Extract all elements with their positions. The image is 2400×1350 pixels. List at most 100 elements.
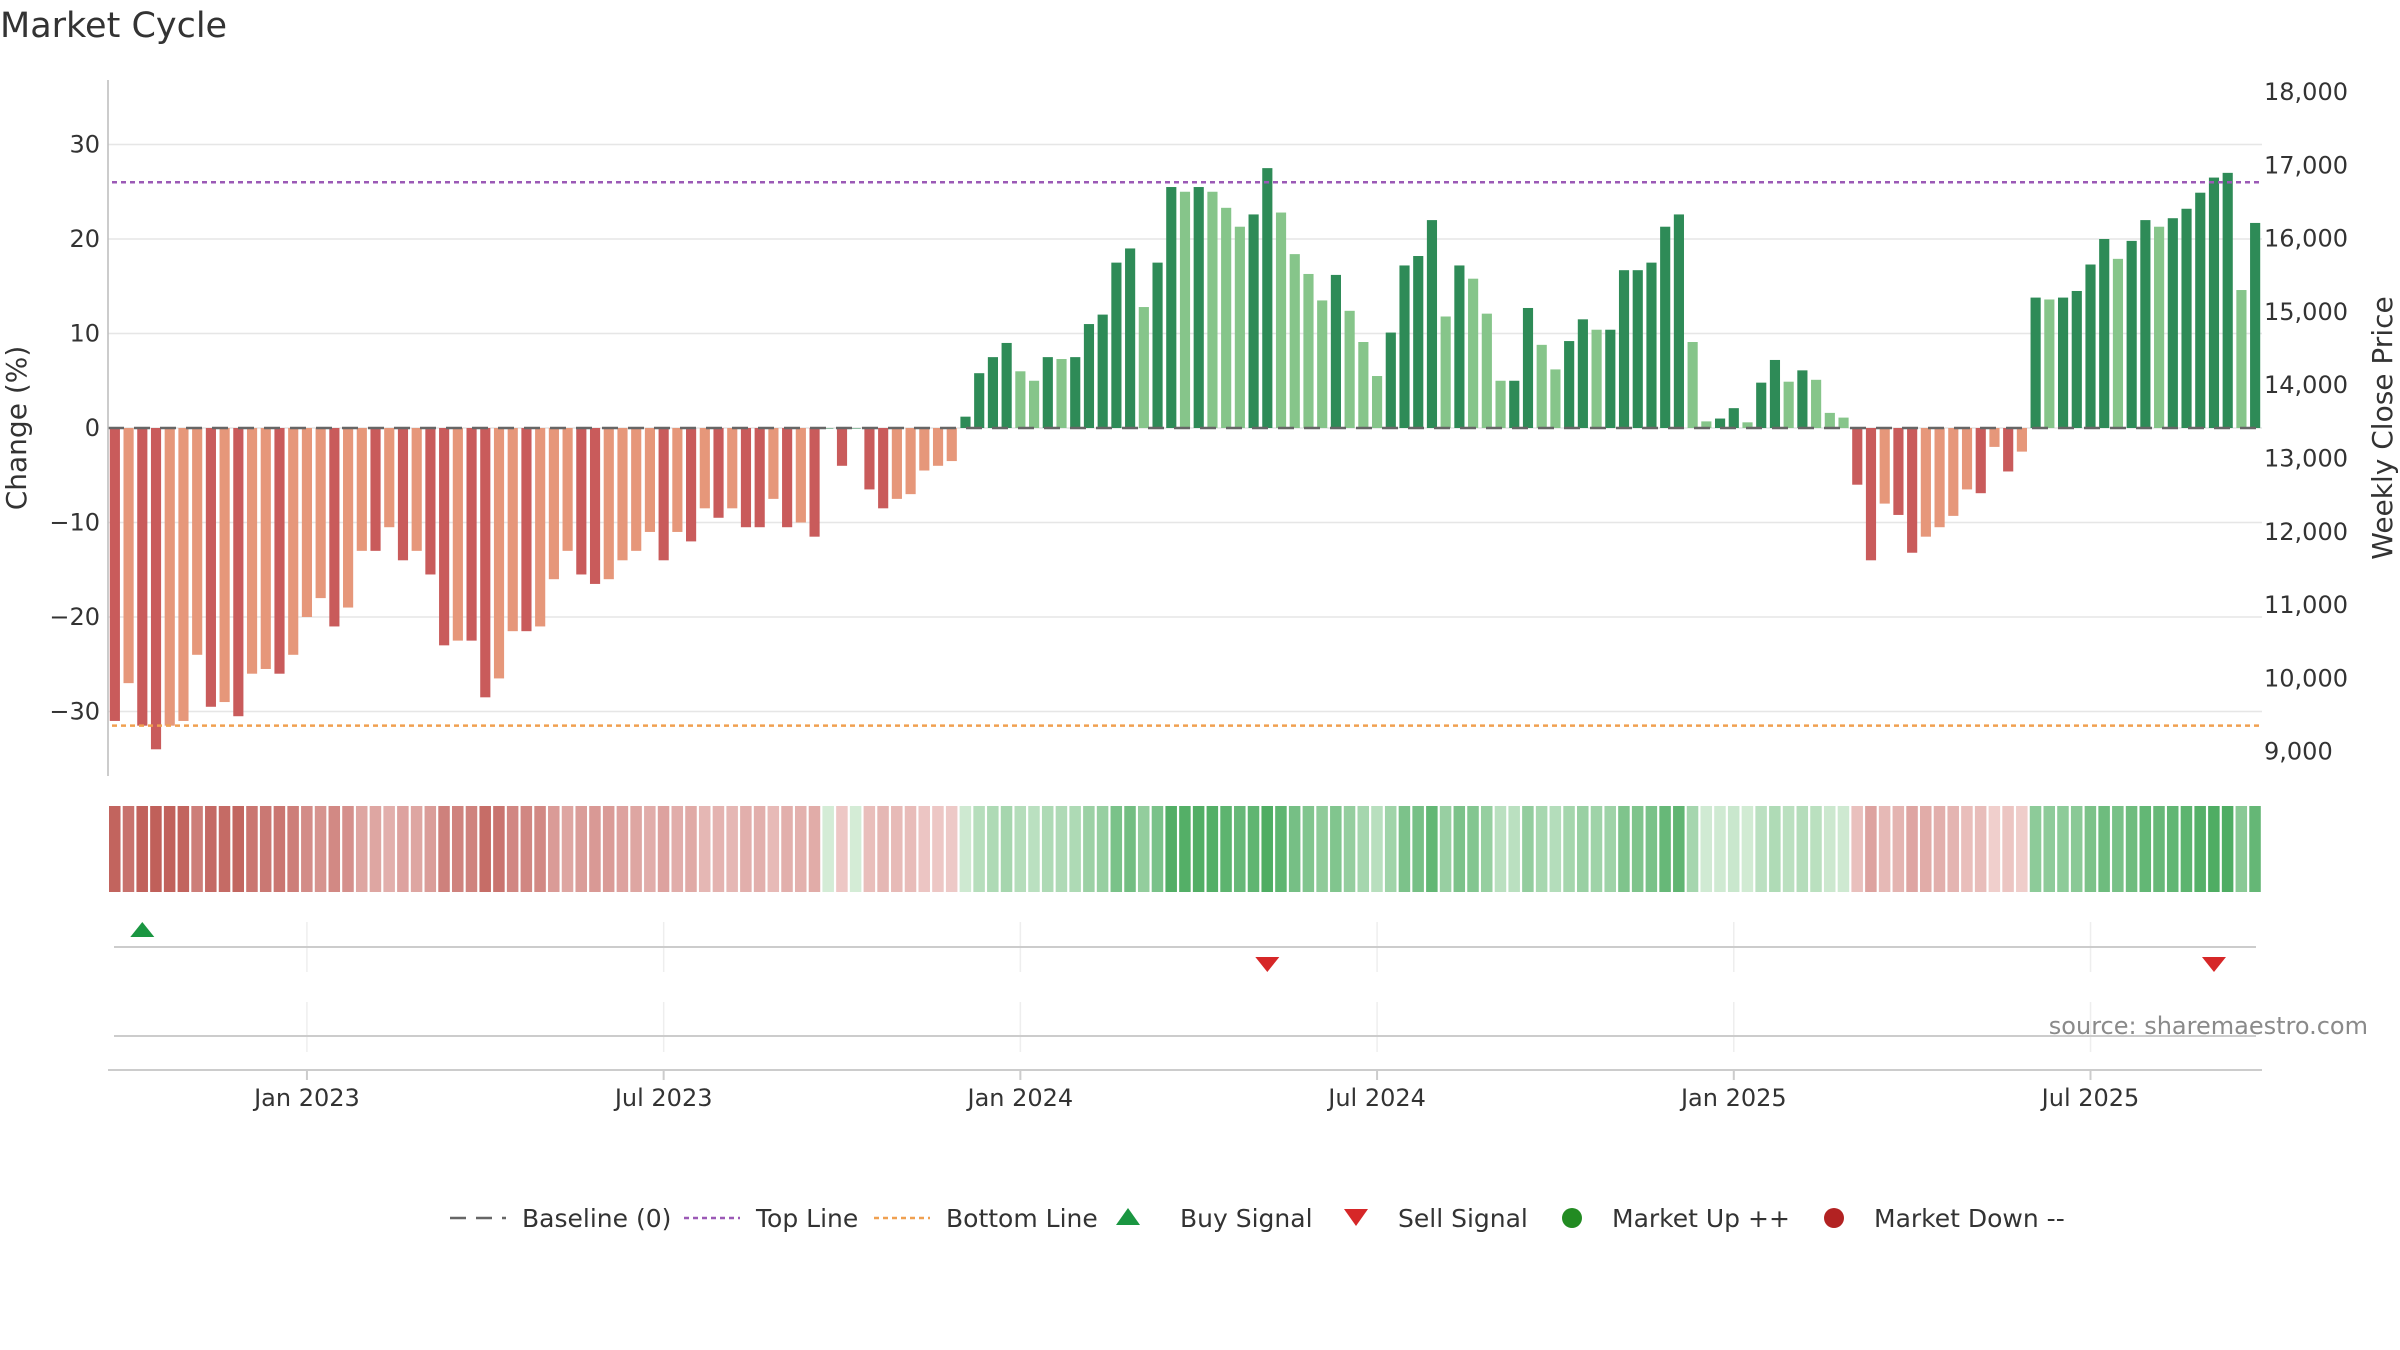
bar — [932, 428, 944, 466]
bar — [1879, 428, 1890, 504]
bar — [370, 428, 381, 551]
heat-cell — [520, 806, 533, 892]
bar — [1838, 417, 1849, 428]
legend-market-up-icon — [1562, 1208, 1582, 1228]
bar — [2044, 299, 2055, 428]
heat-cell — [246, 806, 258, 892]
bar — [425, 428, 436, 575]
y-right-tick-label: 11,000 — [2264, 591, 2348, 619]
heat-cell — [109, 806, 121, 892]
heat-cell — [2139, 806, 2152, 892]
bar — [1125, 248, 1136, 428]
bar — [123, 428, 134, 684]
heat-cell — [2016, 806, 2028, 892]
legend-label: Bottom Line — [946, 1204, 1098, 1233]
bar — [1152, 262, 1163, 428]
heat-cell — [1288, 806, 1301, 892]
heat-cell — [1865, 806, 1877, 892]
heat-cell — [712, 806, 725, 892]
bar — [672, 428, 683, 532]
heat-cell — [1577, 806, 1589, 892]
x-tick-label: Jan 2023 — [252, 1084, 360, 1112]
legend-label: Top Line — [755, 1204, 858, 1233]
heat-cell — [259, 806, 272, 892]
bar — [658, 428, 669, 561]
heat-cell — [1645, 806, 1658, 892]
bar — [1797, 370, 1808, 428]
heat-cell — [1124, 806, 1136, 892]
bar — [397, 428, 409, 561]
bar — [205, 428, 216, 707]
bar — [1920, 428, 1931, 537]
bar — [1454, 265, 1465, 428]
heat-cell — [1494, 806, 1507, 892]
bar — [137, 428, 148, 726]
heat-cell — [1371, 806, 1383, 892]
bar — [1426, 220, 1438, 428]
bar — [1701, 421, 1712, 428]
bar — [1509, 380, 1520, 428]
heat-cell — [1974, 806, 1987, 892]
bar — [1001, 342, 1012, 428]
bar — [1097, 314, 1108, 428]
heat-cell — [891, 806, 903, 892]
bar — [562, 428, 573, 551]
bar — [1042, 357, 1053, 428]
heat-cell — [191, 806, 203, 892]
bar — [274, 428, 285, 674]
bar — [1344, 310, 1355, 428]
heat-cell — [2153, 806, 2165, 892]
bar — [2195, 192, 2206, 428]
heat-cell — [1343, 806, 1356, 892]
bar — [864, 428, 875, 490]
y-right-tick-label: 12,000 — [2264, 518, 2348, 546]
bar — [1756, 382, 1767, 428]
heat-cell — [1096, 806, 1109, 892]
y-right-tick-label: 16,000 — [2264, 225, 2348, 253]
bar — [891, 428, 902, 499]
bar — [301, 428, 313, 617]
heat-cell — [410, 806, 423, 892]
bar — [589, 428, 601, 584]
cycle-heat-strip — [109, 806, 2261, 892]
bar — [1907, 428, 1918, 553]
bar — [1687, 342, 1698, 428]
heat-cell — [1480, 806, 1493, 892]
bar — [1605, 329, 1616, 428]
bar — [1207, 191, 1218, 428]
bar — [384, 428, 395, 528]
legend-label: Market Down -- — [1874, 1204, 2065, 1233]
bar — [2167, 218, 2178, 428]
bar — [343, 428, 354, 608]
bar — [1111, 262, 1122, 428]
bar — [2085, 264, 2096, 428]
x-tick-label: Jul 2025 — [2040, 1084, 2140, 1112]
heat-cell — [1906, 806, 1918, 892]
bar — [905, 428, 916, 495]
bar — [603, 428, 614, 580]
heat-cell — [342, 806, 354, 892]
heat-cell — [163, 806, 176, 892]
heat-cell — [1247, 806, 1260, 892]
heat-cell — [1110, 806, 1123, 892]
bar — [1852, 428, 1863, 485]
bar — [1893, 428, 1904, 515]
bar — [974, 373, 985, 428]
heat-cell — [1439, 806, 1452, 892]
bar — [1769, 359, 1781, 428]
heat-cell — [548, 806, 560, 892]
heat-cell — [616, 806, 629, 892]
bar — [1179, 191, 1191, 428]
bar — [219, 428, 230, 703]
bar — [1934, 428, 1945, 528]
legend-label: Sell Signal — [1398, 1204, 1528, 1233]
heat-cell — [136, 806, 148, 892]
bar — [1330, 274, 1341, 428]
bar — [1522, 307, 1534, 428]
bar — [1673, 214, 1684, 428]
y-left-tick-label: −20 — [49, 603, 100, 631]
y-left-tick-label: −10 — [49, 509, 100, 537]
heat-cell — [328, 806, 341, 892]
bar — [987, 357, 998, 428]
bar — [617, 428, 628, 561]
